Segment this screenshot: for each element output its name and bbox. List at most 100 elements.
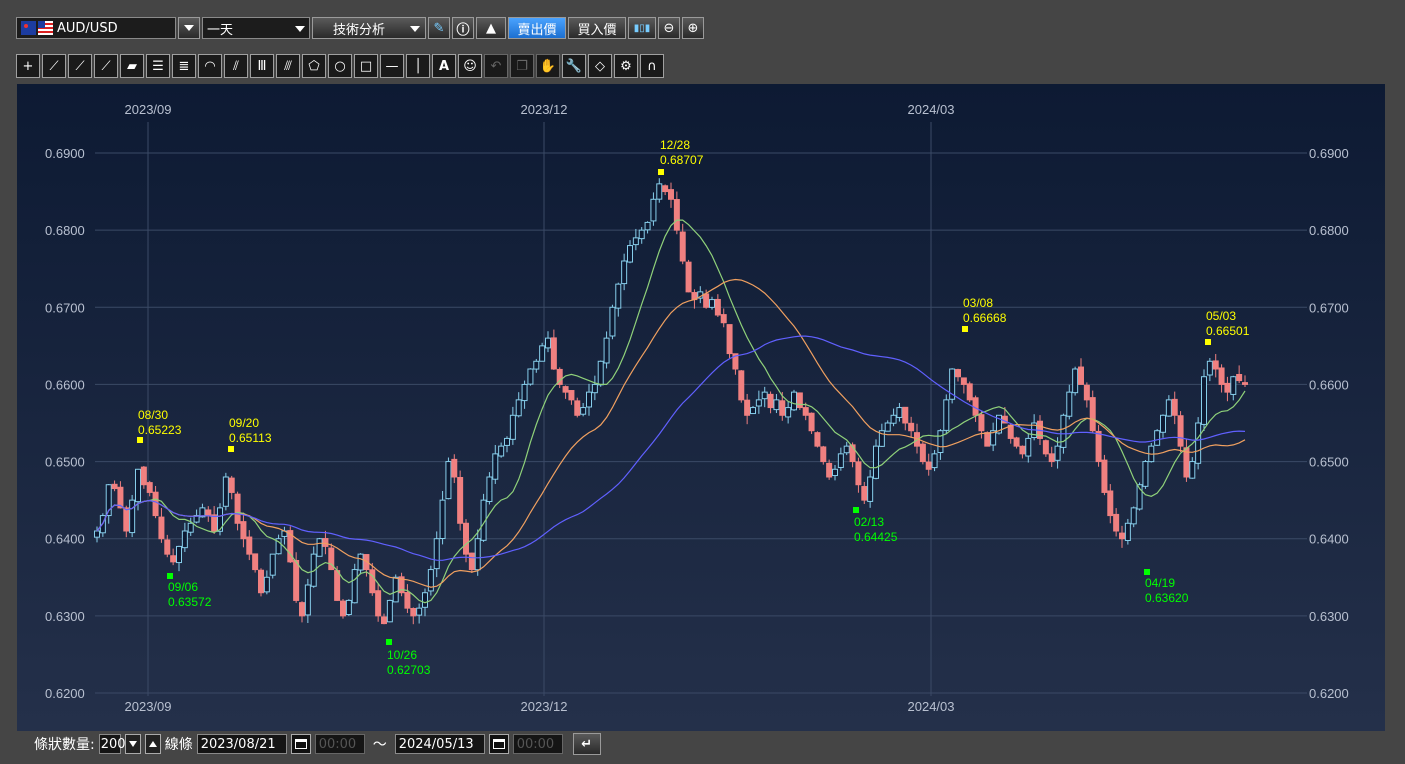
bars-increase-button[interactable] — [144, 734, 161, 754]
buy-price-label: 買入價 — [577, 22, 617, 38]
sell-price-button[interactable]: 賣出價 — [508, 17, 566, 39]
chevron-down-icon — [410, 26, 420, 32]
symbol-select[interactable]: AUD/USD — [16, 17, 176, 39]
vline-icon[interactable]: │ — [406, 54, 430, 78]
candle-body — [416, 607, 423, 616]
candle-body — [931, 453, 938, 469]
settings-list-icon[interactable]: ⚙ — [614, 54, 638, 78]
candle-body — [568, 390, 575, 401]
price-chart[interactable]: 0.6900 0.6800 0.6700 0.6600 0.6500 0.6400 0.63… — [17, 84, 1385, 731]
line-2-icon[interactable]: ⟋ — [68, 54, 92, 78]
candle-body — [1165, 399, 1172, 417]
candle-body — [222, 476, 229, 507]
candle-body — [398, 576, 405, 594]
zoom-out-icon: ⊖ — [663, 20, 675, 36]
end-calendar-button[interactable] — [488, 734, 509, 754]
candle-body — [943, 399, 950, 431]
candle-body — [1113, 513, 1120, 532]
y-tick-left: 0.6700 — [45, 300, 85, 315]
pitchfork-icon[interactable]: ⫻ — [276, 54, 300, 78]
candle-body — [937, 430, 944, 454]
triangle-up-icon — [148, 741, 157, 747]
line-3-icon[interactable]: ⟋ — [94, 54, 118, 78]
start-time-input[interactable]: 00:00 — [314, 734, 365, 754]
candle-body — [504, 437, 510, 446]
candle-body — [240, 521, 247, 540]
text-tool-icon[interactable]: A — [432, 54, 456, 78]
magnet-icon[interactable]: ∩ — [640, 54, 664, 78]
end-date-value: 2024/05/13 — [398, 736, 474, 752]
period-select[interactable]: 一天 — [202, 17, 310, 39]
y-tick-left: 0.6300 — [45, 609, 85, 624]
start-calendar-button[interactable] — [290, 734, 311, 754]
candle-body — [345, 599, 352, 616]
candle-body — [650, 198, 657, 222]
bars-decrease-button[interactable] — [124, 734, 141, 754]
fan-lines-icon[interactable]: ⫽ — [224, 54, 248, 78]
hlines-many-icon[interactable]: ≣ — [172, 54, 196, 78]
vlines-icon[interactable]: Ⅲ — [250, 54, 274, 78]
candle-body — [1054, 445, 1061, 461]
candle-body — [1066, 391, 1073, 417]
hand-icon[interactable]: ✋ — [536, 54, 560, 78]
symbol-dropdown-button[interactable] — [178, 17, 200, 39]
candle-body — [1154, 430, 1161, 446]
low-marker — [167, 573, 173, 579]
candle-body — [1101, 459, 1108, 493]
candle-body — [228, 477, 235, 493]
end-date-input[interactable]: 2024/05/13 — [394, 734, 485, 754]
candle-body — [791, 391, 797, 411]
candle-body — [550, 337, 557, 370]
mountain-chart-button[interactable]: ▲ — [476, 17, 506, 39]
info-button[interactable]: ⓘ — [452, 17, 474, 39]
circle-icon[interactable]: ○ — [328, 54, 352, 78]
analysis-dropdown[interactable]: 技術分析 — [312, 17, 426, 39]
low-marker — [853, 507, 859, 513]
start-time-value: 00:00 — [318, 736, 357, 752]
candle-body — [656, 183, 663, 200]
copy-icon[interactable]: ❐ — [510, 54, 534, 78]
candle-body — [855, 461, 862, 486]
candle-body — [117, 486, 124, 509]
zoom-in-button[interactable]: ⊕ — [682, 17, 704, 39]
ruler-icon[interactable]: ▰ — [120, 54, 144, 78]
line-1-icon[interactable]: ⟋ — [42, 54, 66, 78]
pencil-button[interactable]: ✎ — [428, 17, 450, 39]
zoom-out-button[interactable]: ⊖ — [658, 17, 680, 39]
candle-body — [199, 507, 206, 518]
candle-body — [1224, 382, 1231, 393]
candle-body — [422, 592, 428, 608]
bars-count-input[interactable]: 200 — [98, 734, 126, 754]
wrench-icon[interactable]: 🔧 — [562, 54, 586, 78]
end-time-input[interactable]: 00:00 — [512, 734, 563, 754]
rectangle-icon[interactable]: □ — [354, 54, 378, 78]
candle-body — [673, 199, 680, 231]
fan-icon[interactable]: ◠ — [198, 54, 222, 78]
chevron-down-icon — [184, 25, 194, 31]
candle-body — [556, 368, 563, 385]
candle-body — [1107, 490, 1114, 517]
candle-body — [375, 590, 382, 617]
undo-icon[interactable]: ↶ — [484, 54, 508, 78]
apply-button[interactable]: ↵ — [572, 733, 601, 755]
candle-body — [392, 576, 399, 603]
emoji-icon[interactable]: ☺ — [458, 54, 482, 78]
candle-body — [1007, 424, 1014, 439]
hline-icon[interactable]: — — [380, 54, 404, 78]
candle-body — [105, 484, 112, 517]
chart-type-button[interactable]: ▮▯▮ — [628, 17, 656, 39]
high-low-annotations: 08/300.65223 09/200.65113 12/280.68707 03/0… — [137, 138, 1250, 677]
x-tick-bottom: 2023/09 — [125, 699, 172, 714]
buy-price-button[interactable]: 買入價 — [568, 17, 626, 39]
low-value-label: 0.62703 — [387, 663, 431, 677]
candle-body — [111, 483, 118, 490]
candle-body — [878, 430, 885, 447]
candle-body — [1078, 366, 1084, 385]
start-date-input[interactable]: 2023/08/21 — [196, 734, 287, 754]
eraser-icon[interactable]: ◇ — [588, 54, 612, 78]
pentagon-icon[interactable]: ⬠ — [302, 54, 326, 78]
candle-body — [1142, 461, 1149, 487]
cross-tool-icon[interactable]: + — [16, 54, 40, 78]
hlines-icon[interactable]: ☰ — [146, 54, 170, 78]
candle-body — [1236, 374, 1243, 382]
